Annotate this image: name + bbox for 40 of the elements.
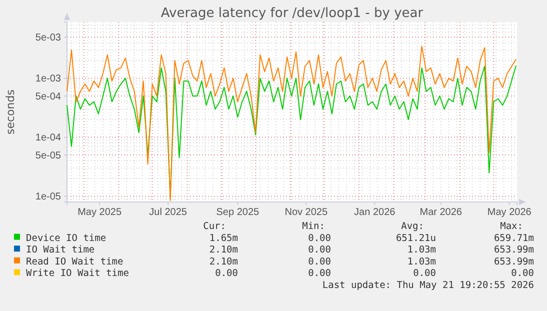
text: Cur: [203, 221, 226, 232]
x-tick-label: Jan 2026 [354, 207, 396, 218]
text: 1.03m [407, 256, 436, 268]
y-tick-label: 5e-03 [35, 32, 62, 44]
text: Avg: [401, 221, 424, 232]
text: 0.00 [308, 232, 332, 244]
legend-label: Device IO time [26, 232, 106, 244]
text: 1.65m [209, 232, 238, 244]
y-tick-label: 1e-05 [35, 191, 62, 202]
text: 2.10m [209, 256, 238, 268]
text: 0.00 [308, 256, 332, 268]
y-tick-label: 5e-05 [35, 150, 62, 162]
legend-label: Read IO Wait time [26, 256, 124, 268]
chart-title: Average latency for /dev/loop1 - by year [160, 6, 424, 21]
text: Min: [302, 221, 325, 232]
text: 659.71m [494, 232, 534, 244]
text: Max: [500, 221, 523, 232]
text: 0.00 [308, 268, 332, 280]
text: Last update: Thu May 21 19:20:55 2026 [322, 280, 534, 291]
text: 653.99m [494, 256, 534, 268]
text: 0.00 [511, 268, 534, 280]
y-tick-label: 1e-03 [35, 73, 62, 84]
x-tick-label: Nov 2025 [284, 207, 328, 218]
x-tick-label: Mar 2026 [420, 207, 462, 218]
legend-label: IO Wait time [26, 244, 95, 256]
text: 0.00 [308, 244, 332, 256]
x-tick-label: Jul 2025 [149, 207, 188, 218]
x-tick-label: May 2025 [78, 207, 122, 218]
x-tick-label: Sep 2025 [216, 207, 260, 218]
y-axis-title: seconds [4, 89, 17, 134]
text: 0.00 [413, 268, 436, 280]
x-tick-label: May 2026 [487, 207, 532, 218]
text: 653.99m [494, 244, 534, 256]
text: 2.10m [209, 244, 238, 256]
legend-label: Write IO Wait time [26, 268, 130, 280]
y-tick-label: 5e-04 [35, 91, 62, 102]
text: 651.21u [396, 232, 436, 244]
text: 1.03m [407, 244, 436, 256]
y-tick-label: 1e-04 [35, 132, 62, 144]
text: 0.00 [215, 268, 238, 280]
